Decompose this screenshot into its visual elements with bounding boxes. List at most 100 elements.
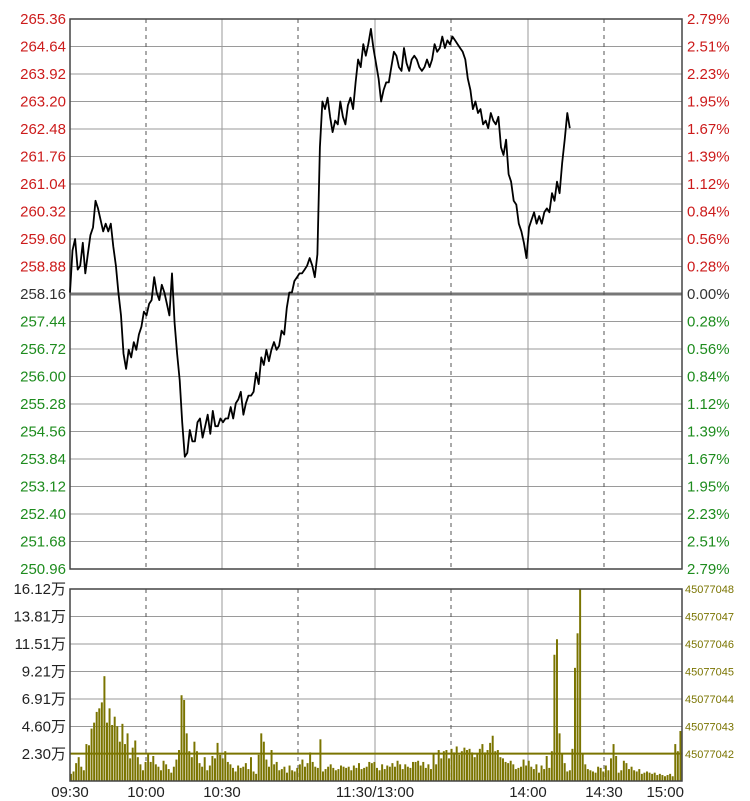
volume-bar — [172, 766, 175, 781]
volume-bar — [527, 760, 530, 781]
volume-bar — [185, 733, 188, 781]
volume-bar — [450, 748, 453, 781]
volume-bar — [630, 766, 633, 781]
volume-bar — [113, 716, 116, 781]
volume-bar — [440, 758, 443, 781]
volume-bar — [244, 763, 247, 781]
price-tick-left: 262.48 — [20, 121, 66, 138]
volume-bar — [466, 750, 468, 781]
price-tick-right: 2.51% — [687, 39, 730, 56]
price-tick-right: 0.56% — [687, 231, 730, 248]
volume-bar — [674, 744, 677, 781]
volume-bar — [473, 757, 476, 781]
price-tick-right: 0.28% — [687, 259, 730, 276]
price-tick-left: 256.00 — [20, 369, 66, 386]
volume-bar — [373, 761, 376, 781]
volume-bar — [612, 744, 615, 781]
volume-tick-left: 4.60万 — [22, 719, 66, 736]
volume-bar — [414, 761, 417, 781]
volume-bar — [188, 751, 191, 781]
price-tick-left: 253.12 — [20, 479, 66, 496]
price-tick-left: 258.16 — [20, 286, 66, 303]
volume-bar — [558, 733, 561, 781]
volume-tick-right: 45077044 — [685, 694, 734, 706]
price-tick-right: 1.39% — [687, 424, 730, 441]
volume-bar — [671, 776, 674, 781]
volume-tick-right: 45077046 — [685, 639, 734, 651]
x-axis-label: 10:00 — [127, 784, 165, 801]
volume-bar — [365, 766, 368, 781]
volume-bar — [214, 758, 216, 781]
volume-bar — [183, 700, 186, 781]
volume-bar — [669, 773, 672, 781]
volume-bar — [604, 765, 607, 781]
volume-bar — [484, 752, 486, 781]
volume-bar — [262, 741, 265, 781]
volume-bar — [95, 711, 98, 781]
volume-bar — [571, 748, 574, 781]
volume-bar — [553, 654, 556, 781]
volume-bar — [468, 748, 471, 781]
volume-bar — [160, 770, 162, 781]
x-axis-label: 14:00 — [509, 784, 547, 801]
price-tick-left: 254.56 — [20, 424, 66, 441]
volume-bar — [584, 764, 587, 781]
volume-bar — [607, 770, 610, 781]
volume-bar — [417, 760, 420, 781]
volume-bar — [167, 769, 170, 781]
price-tick-left: 258.88 — [20, 259, 66, 276]
volume-bar — [88, 745, 90, 781]
price-tick-right: 1.39% — [687, 149, 730, 166]
volume-bar — [180, 695, 183, 781]
price-tick-right: 0.84% — [687, 204, 730, 221]
volume-bar — [319, 739, 322, 781]
price-tick-right: 2.79% — [687, 11, 730, 28]
volume-bar — [561, 753, 564, 781]
volume-bar — [327, 766, 330, 781]
volume-bar — [566, 771, 569, 781]
volume-bar — [216, 742, 219, 781]
volume-bar — [401, 769, 404, 781]
volume-bar — [342, 766, 345, 781]
volume-bar — [82, 770, 85, 781]
volume-bar — [496, 750, 499, 781]
volume-bar — [211, 755, 214, 781]
volume-bar — [656, 775, 659, 781]
volume-bar — [514, 769, 517, 781]
volume-bar — [378, 770, 381, 781]
price-panel-frame — [69, 18, 683, 570]
volume-bar — [131, 747, 134, 781]
volume-bar — [543, 769, 546, 781]
volume-bar — [486, 750, 489, 781]
volume-bar — [118, 741, 121, 781]
volume-bar — [337, 769, 340, 781]
volume-bar — [574, 667, 576, 781]
volume-bar — [381, 764, 384, 781]
price-tick-left: 252.40 — [20, 506, 66, 523]
volume-bar — [360, 769, 363, 781]
x-axis-label: 10:30 — [203, 784, 241, 801]
volume-bar — [255, 773, 258, 781]
volume-bar — [147, 753, 150, 781]
volume-bar — [388, 766, 391, 781]
volume-bar — [399, 764, 402, 781]
volume-bar — [460, 751, 463, 781]
volume-bar — [273, 764, 276, 781]
volume-bar — [615, 755, 618, 781]
volume-bar — [535, 764, 538, 781]
price-tick-right: 2.79% — [687, 561, 730, 578]
volume-bar — [291, 770, 294, 781]
volume-bar — [368, 761, 371, 781]
volume-tick-left: 13.81万 — [13, 609, 66, 626]
volume-bar — [507, 763, 510, 781]
volume-bar — [350, 770, 353, 781]
volume-bar — [538, 772, 540, 781]
volume-bar — [257, 754, 260, 781]
price-tick-right: 0.00% — [687, 286, 730, 303]
volume-bar — [633, 770, 636, 781]
volume-bar — [522, 759, 525, 781]
volume-bar — [170, 772, 173, 781]
volume-bar — [476, 753, 479, 781]
volume-bar — [203, 757, 206, 781]
